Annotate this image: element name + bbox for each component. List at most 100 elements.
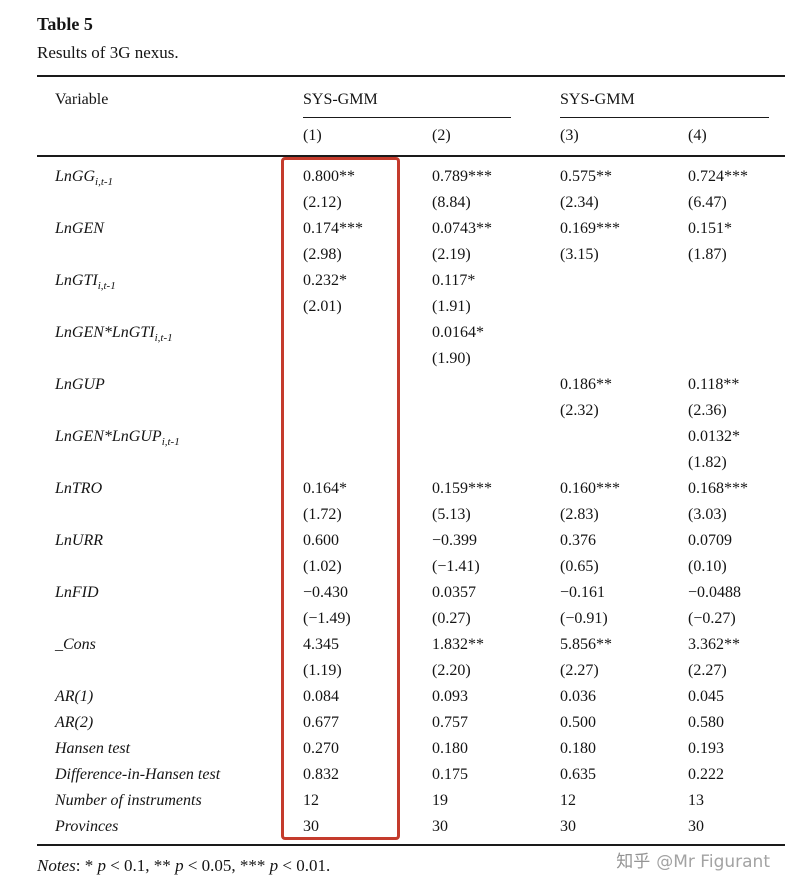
cell-value: 0.0357 [432,584,476,601]
cell-value: 0.757 [432,714,468,731]
cell-value: 30 [560,818,576,835]
table-cell [303,372,432,424]
cell-value: (1.02) [303,558,342,575]
notes-segment: p [269,856,279,875]
cell-value: 13 [688,792,704,809]
watermark-handle: @Mr Figurant [656,852,770,872]
table-cell: 0.0164* (1.90) [432,320,560,372]
table-cell: 0.045 [688,684,785,710]
table-subtitle: Results of 3G nexus. [37,43,179,62]
cell-value: 30 [432,818,448,835]
cell-value: 12 [303,792,319,809]
results-table: Variable SYS-GMM SYS-GMM (1) (2) (3) (4)… [37,75,785,846]
row-variable-label: AR(1) [55,688,94,705]
notes-line: Notes: * p < 0.1, ** p < 0.05, *** p < 0… [37,855,785,877]
table-cell [432,372,560,424]
cell-value: (2.27) [688,662,727,679]
table-cell [560,424,688,476]
cell-value: 0.580 [688,714,724,731]
table-cell: 0.832 [303,762,432,788]
cell-value: (1.91) [432,298,471,315]
cell-value: (2.32) [560,402,599,419]
cell-value: (1.82) [688,454,727,471]
cell-value: (0.10) [688,558,727,575]
cell-value: 0.575** [560,168,612,185]
cell-value: 0.376 [560,532,596,549]
table-cell: 0.0743** (2.19) [432,216,560,268]
row-variable-label: Hansen test [55,740,131,757]
row-variable-label: LnGTIi,t-1 [55,272,116,293]
table-cell: 0.580 [688,710,785,736]
row-variable-label: LnGEN [55,220,104,237]
cell-value: (5.13) [432,506,471,523]
table-cell: −0.161 (−0.91) [560,580,688,632]
cell-value: 0.164* [303,480,347,497]
column-group-sysgmm-1: SYS-GMM [303,90,511,118]
table-cell [560,268,688,320]
column-header-model-4: (4) [688,127,707,144]
table-cell: 0.159*** (5.13) [432,476,560,528]
table-cell: 0.270 [303,736,432,762]
cell-value: 0.789*** [432,168,492,185]
cell-value: (2.19) [432,246,471,263]
table-cell: 0.160*** (2.83) [560,476,688,528]
cell-value: 0.151* [688,220,732,237]
table-cell: 0.222 [688,762,785,788]
table-cell: 12 [560,788,688,814]
table-cell: 0.0709 (0.10) [688,528,785,580]
table-content: Table 5 Results of 3G nexus. Variable SY… [37,12,785,877]
table-row: Number of instruments 12 19 12 13 [37,788,785,814]
table-cell: 30 [560,814,688,845]
column-group-row: Variable SYS-GMM SYS-GMM [37,76,785,118]
table-row: LnGEN*LnGTIi,t-1 0.0164* (1.90) [37,320,785,372]
notes-segment: p [175,856,184,875]
table-row: Difference-in-Hansen test 0.832 0.175 0.635… [37,762,785,788]
table-cell: 30 [303,814,432,845]
table-cell [303,424,432,476]
row-variable-label: Number of instruments [55,792,202,809]
column-group-sysgmm-2: SYS-GMM [560,90,769,118]
table-cell: 0.376 (0.65) [560,528,688,580]
cell-value: (−0.91) [560,610,608,627]
table-row: _Cons 4.345 (1.19) 1.832** (2.20) 5.856** (2.2… [37,632,785,684]
table-cell: 1.832** (2.20) [432,632,560,684]
table-head: Variable SYS-GMM SYS-GMM (1) (2) (3) (4) [37,76,785,156]
watermark-brand: 知乎 [616,852,651,872]
cell-value: (2.12) [303,194,342,211]
table-cell: 0.036 [560,684,688,710]
table-row: AR(1) 0.084 0.093 0.036 0.045 [37,684,785,710]
cell-value: 0.045 [688,688,724,705]
column-header-model-3: (3) [560,127,579,144]
notes-segment: < 0.01. [278,856,331,875]
cell-value: (2.34) [560,194,599,211]
table-cell [560,320,688,372]
table-row: LnFID −0.430 (−1.49) 0.0357 (0.27) −0.161 (−0.… [37,580,785,632]
table-cell: 30 [688,814,785,845]
cell-value: 0.174*** [303,220,363,237]
cell-value: (0.27) [432,610,471,627]
cell-value: 0.160*** [560,480,620,497]
cell-value: (−1.41) [432,558,480,575]
cell-value: 0.180 [432,740,468,757]
row-variable-label: LnGGi,t-1 [55,168,114,189]
cell-value: −0.399 [432,532,478,549]
cell-value: 0.0743** [432,220,492,237]
cell-value: 1.832** [432,636,484,653]
table-cell: −0.430 (−1.49) [303,580,432,632]
cell-value: 0.232* [303,272,347,289]
table-row: AR(2) 0.677 0.757 0.500 0.580 [37,710,785,736]
column-group-cell-2: SYS-GMM [560,76,785,118]
cell-value: 0.169*** [560,220,620,237]
row-variable-label: LnGEN*LnGTIi,t-1 [55,324,173,345]
table-cell: 5.856** (2.27) [560,632,688,684]
table-cell: 0.151* (1.87) [688,216,785,268]
table-cell: 13 [688,788,785,814]
cell-value: −0.430 [303,584,349,601]
results-table-body: LnGGi,t-1 0.800** (2.12) 0.789*** (8.84) 0.57… [37,156,785,845]
table-cell: 0.757 [432,710,560,736]
cell-value: 0.036 [560,688,596,705]
cell-value: 0.168*** [688,480,748,497]
cell-value: (1.90) [432,350,471,367]
cell-value: 4.345 [303,636,339,653]
